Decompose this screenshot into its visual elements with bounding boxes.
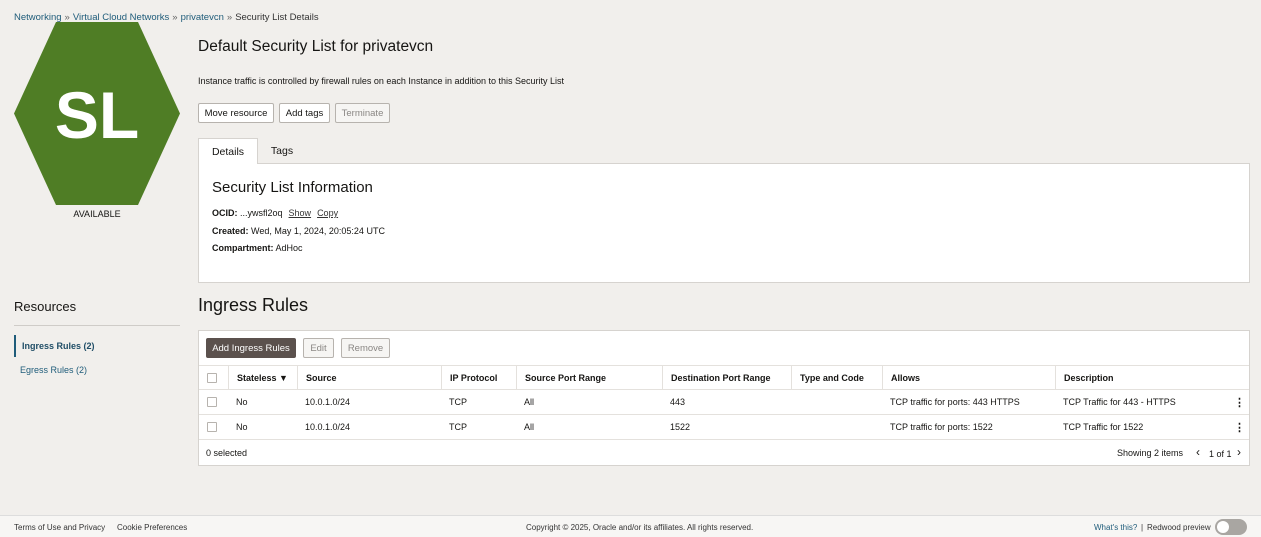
tab-tags[interactable]: Tags (270, 145, 294, 157)
checkbox-cell (199, 415, 228, 439)
table-header: Stateless ▼ Source IP Protocol Source Port … (199, 365, 1249, 390)
created-label: Created: (212, 226, 249, 236)
sidebar-item-ingress-rules[interactable]: Ingress Rules (2) (14, 335, 180, 357)
remove-button[interactable]: Remove (341, 338, 390, 358)
footer: Terms of Use and Privacy Cookie Preferen… (0, 515, 1261, 537)
row-actions-menu-icon[interactable]: ⋮ (1234, 421, 1245, 434)
breadcrumb-separator: » (172, 12, 178, 23)
row-checkbox[interactable] (207, 397, 217, 407)
table-cell: No (236, 422, 248, 432)
column-header: IP Protocol (441, 366, 516, 389)
table-cell: All (524, 397, 535, 407)
ocid-show-link[interactable]: Show (288, 208, 312, 218)
icon-initials: SL (55, 78, 139, 152)
column-header: Type and Code (791, 366, 882, 389)
status-label: AVAILABLE (73, 209, 121, 219)
column-header: Description (1055, 366, 1249, 389)
ocid-value: ...ywsfl2oq (240, 208, 283, 218)
breadcrumb-networking[interactable]: Networking (14, 12, 62, 23)
checkbox-cell (199, 390, 228, 414)
details-panel: Security List Information OCID: ...ywsfl… (198, 163, 1250, 283)
breadcrumb-separator: » (226, 12, 233, 23)
redwood-preview-toggle[interactable] (1215, 519, 1247, 535)
table-cell: 1522 (670, 422, 691, 432)
row-checkbox[interactable] (207, 422, 217, 432)
breadcrumb-privatevcn[interactable]: privatevcn (180, 12, 224, 23)
breadcrumb-current: Security List Details (235, 12, 319, 23)
row-actions-menu-icon[interactable]: ⋮ (1234, 396, 1245, 409)
ingress-rules-table: Add Ingress Rules Edit Remove Stateless … (198, 330, 1250, 466)
footer-separator: | (1141, 523, 1144, 532)
move-resource-button[interactable]: Move resource (198, 103, 274, 123)
copyright: Copyright © 2025, Oracle and/or its affi… (526, 523, 754, 532)
whats-this-link[interactable]: What's this? (1094, 523, 1138, 532)
table-cell: 443 (670, 397, 686, 407)
table-row: No 10.0.1.0/24 TCP All 1522 TCP traffic for p… (199, 415, 1249, 440)
terms-link[interactable]: Terms of Use and Privacy (14, 523, 106, 532)
table-cell: TCP Traffic for 443 - HTTPS (1063, 397, 1176, 407)
resources-divider (14, 325, 180, 326)
prev-page-icon[interactable]: ‹ (1196, 445, 1200, 459)
compartment-value: AdHoc (275, 243, 303, 253)
column-header: Allows (882, 366, 1055, 389)
ocid-copy-link[interactable]: Copy (317, 208, 339, 218)
table-cell: TCP Traffic for 1522 (1063, 422, 1144, 432)
column-header: Source Port Range (516, 366, 662, 389)
ocid-label: OCID: (212, 208, 238, 218)
ocid-row: OCID: ...ywsfl2oq Show Copy (212, 208, 338, 218)
page-indicator: 1 of 1 (1209, 449, 1232, 459)
info-heading: Security List Information (212, 179, 373, 196)
table-cell: TCP traffic for ports: 443 HTTPS (890, 397, 1020, 407)
select-all-checkbox[interactable] (207, 372, 217, 383)
next-page-icon[interactable]: › (1237, 445, 1241, 459)
table-cell: No (236, 397, 248, 407)
created-value: Wed, May 1, 2024, 20:05:24 UTC (251, 226, 385, 236)
checkbox-cell (199, 366, 228, 389)
terminate-button[interactable]: Terminate (335, 103, 390, 123)
edit-button[interactable]: Edit (303, 338, 334, 358)
redwood-preview-label: Redwood preview (1147, 523, 1211, 532)
table-cell: TCP (449, 397, 467, 407)
page-title: Default Security List for privatevcn (198, 38, 434, 55)
table-cell: TCP (449, 422, 467, 432)
created-row: Created: Wed, May 1, 2024, 20:05:24 UTC (212, 226, 385, 236)
resources-heading: Resources (14, 299, 77, 314)
cookie-preferences-link[interactable]: Cookie Preferences (117, 523, 188, 532)
compartment-row: Compartment: AdHoc (212, 243, 303, 253)
security-list-hexagon-icon: SL (14, 22, 180, 205)
column-header: Source (297, 366, 441, 389)
page-description: Instance traffic is controlled by firewa… (198, 76, 565, 86)
table-cell (791, 390, 882, 414)
sidebar-item-egress-rules[interactable]: Egress Rules (2) (20, 365, 88, 375)
table-cell: 10.0.1.0/24 (305, 422, 351, 432)
breadcrumb-separator: » (64, 12, 70, 23)
table-cell: All (524, 422, 535, 432)
showing-count: Showing 2 items (1117, 448, 1184, 458)
compartment-label: Compartment: (212, 243, 274, 253)
column-header[interactable]: Stateless ▼ (228, 366, 297, 389)
add-tags-button[interactable]: Add tags (279, 103, 330, 123)
selected-count: 0 selected (206, 448, 248, 458)
tab-details[interactable]: Details (198, 138, 258, 164)
breadcrumb: Networking» Virtual Cloud Networks» privat… (14, 12, 319, 23)
table-cell: 10.0.1.0/24 (305, 397, 351, 407)
table-cell (791, 415, 882, 439)
breadcrumb-vcns[interactable]: Virtual Cloud Networks (72, 12, 170, 23)
ingress-rules-heading: Ingress Rules (198, 295, 309, 315)
add-ingress-rules-button[interactable]: Add Ingress Rules (206, 338, 296, 358)
table-row: No 10.0.1.0/24 TCP All 443 TCP traffic for po… (199, 390, 1249, 415)
table-cell: TCP traffic for ports: 1522 (890, 422, 993, 432)
column-header: Destination Port Range (662, 366, 791, 389)
